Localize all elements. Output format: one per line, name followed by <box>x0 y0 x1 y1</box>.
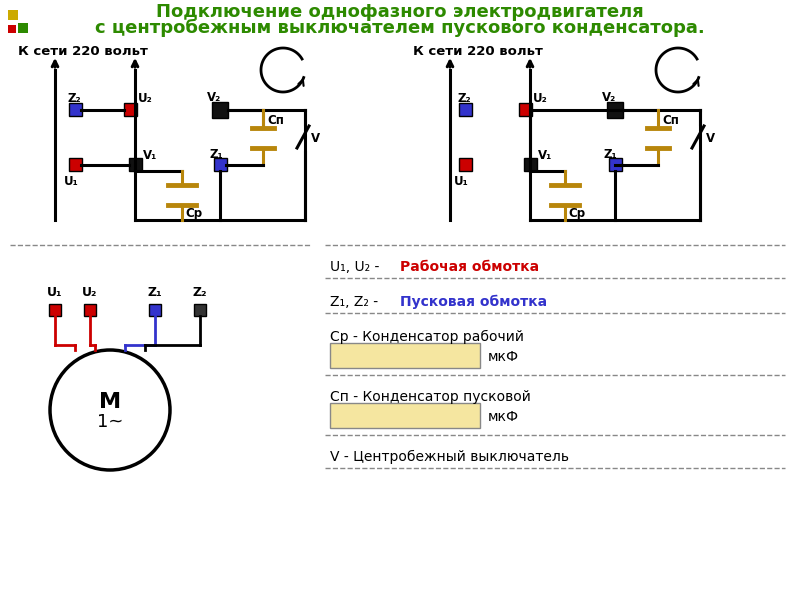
Text: U₂: U₂ <box>138 92 153 105</box>
Bar <box>124 103 137 116</box>
Text: Cп - Конденсатор пусковой: Cп - Конденсатор пусковой <box>330 390 531 404</box>
Text: Z₁: Z₁ <box>148 286 162 299</box>
Text: с центробежным выключателем пускового конденсатора.: с центробежным выключателем пускового ко… <box>95 19 705 37</box>
Bar <box>609 158 622 171</box>
Text: Cр: Cр <box>568 207 585 220</box>
Text: мкФ: мкФ <box>488 410 519 424</box>
Bar <box>49 304 61 316</box>
Bar <box>8 10 18 20</box>
Text: U₁, U₂ -: U₁, U₂ - <box>330 260 384 274</box>
Text: V: V <box>311 132 320 145</box>
Bar <box>194 304 206 316</box>
Text: Z₁: Z₁ <box>209 148 222 161</box>
Bar <box>8 25 16 33</box>
Text: Пусковая обмотка: Пусковая обмотка <box>400 295 547 310</box>
Text: V₂: V₂ <box>207 91 222 104</box>
Bar <box>212 102 228 118</box>
Bar <box>607 102 623 118</box>
Bar <box>330 343 480 368</box>
Text: U₂: U₂ <box>82 286 98 299</box>
Text: Z₁: Z₁ <box>604 148 618 161</box>
Circle shape <box>50 350 170 470</box>
Text: U₁: U₁ <box>454 175 469 188</box>
Text: U₂: U₂ <box>533 92 548 105</box>
Text: Cр - Конденсатор рабочий: Cр - Конденсатор рабочий <box>330 330 524 344</box>
Text: 1~: 1~ <box>97 413 123 431</box>
Text: Z₂: Z₂ <box>193 286 207 299</box>
Bar <box>330 403 480 428</box>
Text: К сети 220 вольт: К сети 220 вольт <box>18 45 148 58</box>
Text: Z₂: Z₂ <box>67 92 81 105</box>
Bar <box>18 23 28 33</box>
Bar <box>69 103 82 116</box>
Text: Рабочая обмотка: Рабочая обмотка <box>400 260 539 274</box>
Bar <box>524 158 537 171</box>
Text: Z₁, Z₂ -: Z₁, Z₂ - <box>330 295 382 309</box>
Text: V₁: V₁ <box>143 149 158 162</box>
Text: U₁: U₁ <box>47 286 62 299</box>
Text: V₂: V₂ <box>602 91 616 104</box>
Bar <box>519 103 532 116</box>
Bar <box>129 158 142 171</box>
Text: Cп: Cп <box>267 114 284 127</box>
Bar <box>149 304 161 316</box>
Text: V: V <box>706 132 715 145</box>
Text: Подключение однофазного электродвигателя: Подключение однофазного электродвигателя <box>156 3 644 21</box>
Bar <box>459 158 472 171</box>
Text: Cр: Cр <box>185 207 202 220</box>
Bar <box>214 158 227 171</box>
Bar <box>84 304 96 316</box>
Text: мкФ: мкФ <box>488 350 519 364</box>
Text: Cп: Cп <box>662 114 679 127</box>
Bar <box>459 103 472 116</box>
Text: V - Центробежный выключатель: V - Центробежный выключатель <box>330 450 569 464</box>
Text: К сети 220 вольт: К сети 220 вольт <box>413 45 543 58</box>
Text: V₁: V₁ <box>538 149 552 162</box>
Text: U₁: U₁ <box>64 175 78 188</box>
Bar <box>69 158 82 171</box>
Text: Z₂: Z₂ <box>457 92 470 105</box>
Text: М: М <box>99 392 121 412</box>
